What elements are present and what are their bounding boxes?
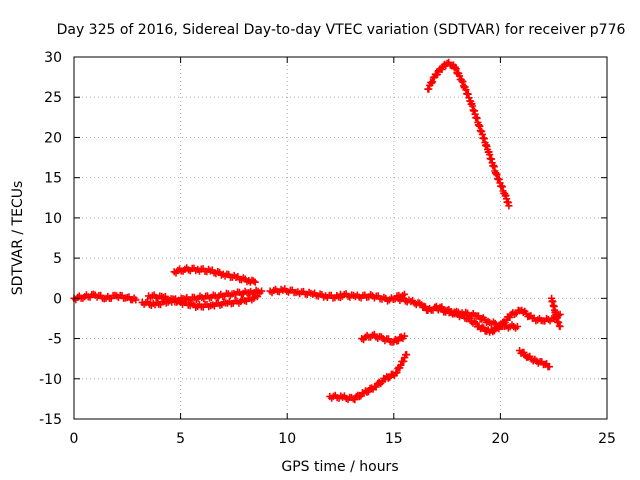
data-point — [505, 202, 513, 210]
data-series-track-12 — [516, 347, 553, 371]
y-axis-label: SDTVAR / TECUs — [10, 181, 26, 296]
data-point — [459, 78, 467, 86]
data-point — [520, 348, 528, 356]
data-point — [428, 78, 437, 86]
x-tick-label: 25 — [598, 431, 616, 447]
data-point — [545, 363, 553, 371]
grid-lines — [73, 56, 608, 420]
axis-ticks: 0 5 10 15 20 25 -15 -10 -5 0 5 10 15 20 25 30 — [39, 50, 616, 447]
x-tick-label: 5 — [176, 431, 185, 447]
data-point — [384, 374, 392, 382]
data-point — [403, 351, 411, 359]
data-series-track-1 — [70, 290, 140, 304]
data-point — [428, 79, 436, 87]
data-point — [513, 322, 522, 331]
data-point — [556, 322, 564, 331]
data-point — [253, 293, 261, 301]
x-axis-label: GPS time / hours — [281, 459, 398, 475]
x-tick-label: 0 — [70, 431, 79, 447]
data-point — [498, 183, 506, 191]
data-points — [70, 58, 564, 404]
chart-title: Day 325 of 2016, Sidereal Day-to-day VTE… — [57, 22, 626, 38]
x-tick-label: 15 — [385, 431, 403, 447]
y-tick-label: -5 — [48, 332, 62, 348]
data-point — [258, 287, 266, 295]
data-point — [397, 361, 405, 369]
data-point — [132, 296, 140, 304]
data-series-track-4 — [170, 264, 259, 286]
data-series-track-7 — [358, 330, 409, 346]
data-point — [493, 171, 501, 179]
data-series-track-3 — [145, 291, 261, 311]
y-tick-label: 10 — [44, 211, 62, 227]
data-point — [425, 85, 433, 93]
y-tick-label: 15 — [44, 171, 62, 187]
data-point — [433, 70, 442, 79]
data-series-track-8 — [326, 351, 411, 404]
y-tick-label: 25 — [44, 90, 62, 106]
y-tick-label: 30 — [44, 50, 62, 66]
data-point — [394, 337, 402, 345]
data-point — [364, 388, 373, 396]
data-series-track-5 — [266, 285, 345, 302]
data-point — [400, 290, 409, 298]
data-point — [355, 393, 363, 401]
data-point — [393, 369, 401, 377]
y-tick-label: 20 — [44, 130, 62, 146]
y-tick-label: 0 — [53, 291, 62, 307]
data-point — [462, 86, 470, 94]
data-series-track-13 — [548, 294, 564, 331]
y-tick-label: -10 — [39, 372, 62, 388]
data-point — [400, 357, 408, 365]
x-tick-label: 10 — [278, 431, 296, 447]
y-tick-label: -15 — [39, 412, 62, 428]
data-point — [489, 328, 497, 336]
data-point — [251, 278, 259, 286]
data-point — [400, 332, 409, 340]
y-tick-label: 5 — [53, 251, 62, 267]
x-tick-label: 20 — [491, 431, 509, 447]
plot-frame — [73, 56, 608, 420]
data-series-track-11 — [424, 58, 513, 210]
data-point — [470, 318, 479, 326]
data-series-track-10 — [432, 302, 564, 336]
data-point — [438, 65, 446, 73]
data-point — [498, 322, 506, 330]
